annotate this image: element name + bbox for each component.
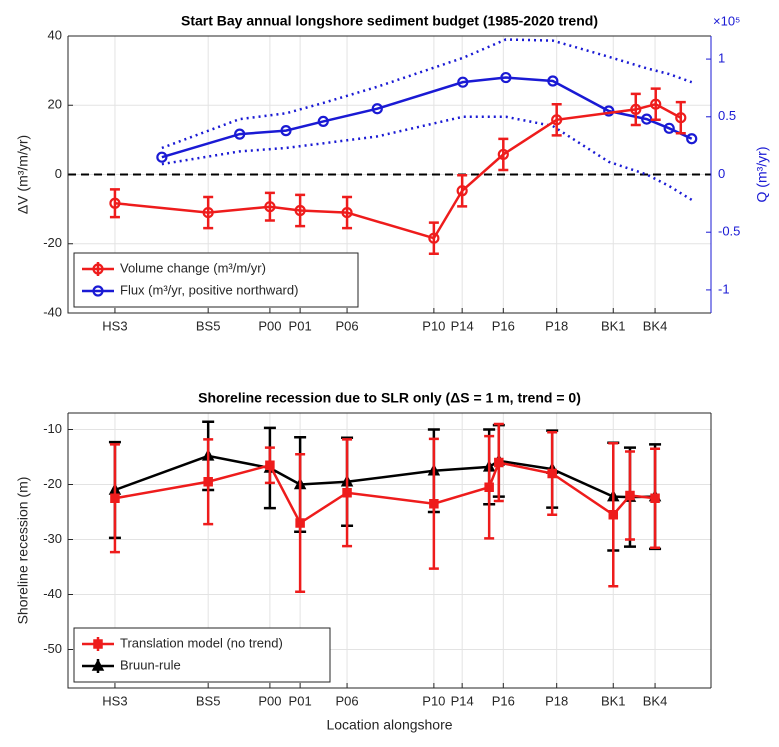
legend-label: Flux (m³/yr, positive northward)	[120, 282, 298, 297]
series-line	[114, 102, 682, 240]
y2-tick-label: 0.5	[718, 108, 736, 123]
axes-frame	[67, 412, 711, 689]
marker	[456, 185, 468, 197]
x-tick-label: P00	[258, 318, 281, 333]
marker	[500, 71, 512, 84]
legend-label: Bruun-rule	[120, 657, 181, 672]
y-tick-label: -20	[43, 476, 62, 491]
axes-frame	[67, 35, 711, 314]
marker	[650, 98, 662, 110]
y-tick-label: 20	[48, 97, 62, 112]
marker	[156, 151, 168, 163]
marker	[547, 75, 559, 87]
marker	[109, 197, 121, 209]
marker	[428, 232, 440, 244]
y-axis-label: ΔV (m³/m/yr)	[15, 135, 31, 214]
chart-title: Shoreline recession due to SLR only (ΔS …	[198, 390, 581, 406]
x-tick-label: BK4	[643, 318, 668, 333]
x-tick-label: P00	[258, 693, 281, 708]
y-tick-label: 0	[55, 166, 62, 181]
x-tick-label: HS3	[102, 693, 127, 708]
legend-box	[73, 627, 331, 683]
legend-box	[73, 252, 359, 308]
x-tick-label: P10	[422, 318, 445, 333]
marker	[429, 499, 439, 509]
x-tick-label: BS5	[196, 318, 221, 333]
x-tick-label: HS3	[102, 318, 127, 333]
marker	[294, 204, 306, 217]
y2-tick-label: -0.5	[718, 224, 740, 239]
marker	[686, 133, 698, 145]
marker	[341, 206, 353, 219]
y2-tick-label: -1	[718, 281, 730, 296]
marker	[497, 148, 509, 161]
x-axis-label: Location alongshore	[326, 717, 452, 733]
y2-tick-label: 0	[718, 166, 725, 181]
legend-label: Translation model (no trend)	[120, 635, 283, 650]
x-tick-label: P16	[492, 693, 515, 708]
marker	[484, 482, 494, 492]
x-tick-label: P10	[422, 693, 445, 708]
series-line	[161, 76, 693, 159]
chart-title: Start Bay annual longshore sediment budg…	[181, 13, 598, 29]
marker	[93, 639, 103, 649]
marker	[110, 493, 120, 503]
x-tick-label: BK1	[601, 318, 626, 333]
x-tick-label: BS5	[196, 693, 221, 708]
y-tick-label: -40	[43, 586, 62, 601]
marker	[265, 460, 275, 470]
marker	[494, 457, 504, 468]
x-tick-label: P18	[545, 318, 568, 333]
x-tick-label: P06	[335, 693, 358, 708]
marker	[264, 201, 276, 213]
marker	[92, 285, 104, 297]
x-tick-label: P16	[492, 318, 515, 333]
y2-exponent: ×10⁵	[713, 13, 740, 28]
series-line	[114, 454, 656, 499]
marker	[342, 488, 352, 498]
marker	[625, 490, 635, 501]
x-tick-label: P01	[289, 693, 312, 708]
x-tick-label: BK4	[643, 693, 668, 708]
marker	[91, 658, 105, 671]
y-tick-label: -20	[43, 235, 62, 250]
y-tick-label: 40	[48, 27, 62, 42]
marker	[457, 76, 469, 88]
y-axis-label: Shoreline recession (m)	[15, 477, 31, 625]
x-tick-label: BK1	[601, 693, 626, 708]
marker	[675, 112, 687, 124]
y2-tick-label: 1	[718, 51, 725, 66]
marker	[203, 477, 213, 487]
y-tick-label: -50	[43, 641, 62, 656]
y2-axis-label: Q (m³/yr)	[754, 147, 770, 203]
series-line	[114, 461, 656, 525]
marker	[202, 206, 214, 219]
marker	[92, 263, 104, 275]
marker	[650, 493, 660, 503]
marker	[317, 115, 329, 128]
marker	[551, 114, 563, 126]
marker	[608, 510, 619, 520]
x-tick-label: P14	[451, 693, 474, 708]
marker	[280, 125, 292, 137]
y-tick-label: -30	[43, 531, 62, 546]
marker	[663, 122, 675, 134]
x-tick-label: P06	[335, 318, 358, 333]
marker	[371, 103, 383, 115]
marker	[234, 128, 246, 140]
x-tick-label: P18	[545, 693, 568, 708]
x-tick-label: P01	[289, 318, 312, 333]
legend-label: Volume change (m³/m/yr)	[120, 260, 266, 275]
marker	[603, 105, 615, 117]
marker	[295, 518, 305, 528]
x-tick-label: P14	[451, 318, 474, 333]
upper-bound-line	[161, 38, 693, 150]
marker	[630, 103, 642, 116]
y-tick-label: -10	[43, 421, 62, 436]
y-tick-label: -40	[43, 304, 62, 319]
marker	[547, 468, 557, 479]
